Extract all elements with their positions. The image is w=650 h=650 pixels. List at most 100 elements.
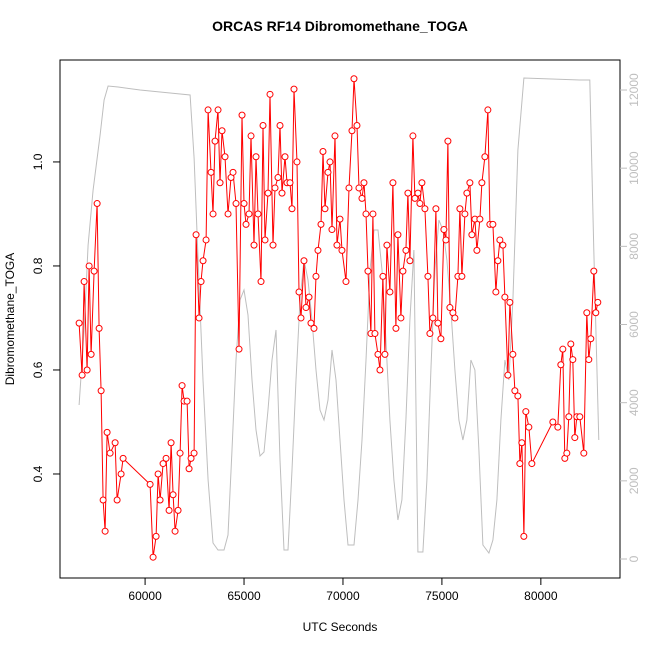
data-point: [434, 319, 442, 327]
data-point: [247, 132, 255, 140]
data-point: [494, 257, 502, 265]
data-point: [418, 179, 426, 187]
data-point: [185, 465, 193, 473]
data-point: [87, 350, 95, 358]
data-point: [162, 454, 170, 462]
data-point: [286, 179, 294, 187]
data-point: [288, 205, 296, 213]
x-tick-label: 60000: [128, 589, 162, 603]
data-point: [392, 324, 400, 332]
data-point: [432, 205, 440, 213]
y2-tick-label: 6000: [627, 311, 641, 338]
data-point: [458, 272, 466, 280]
altitude-line: [78, 77, 600, 555]
data-point: [336, 215, 344, 223]
data-point: [146, 480, 154, 488]
data-point: [190, 449, 198, 457]
data-point: [364, 267, 372, 275]
data-point: [238, 111, 246, 119]
x-tick-label: 80000: [524, 589, 558, 603]
data-point: [489, 220, 497, 228]
data-point: [209, 210, 217, 218]
y-tick-label: 0.6: [31, 361, 45, 378]
data-point: [278, 189, 286, 197]
data-point: [199, 257, 207, 265]
data-point: [383, 241, 391, 249]
data-point: [429, 314, 437, 322]
data-point: [295, 288, 303, 296]
data-point: [481, 153, 489, 161]
data-point: [152, 532, 160, 540]
data-point: [183, 397, 191, 405]
data-point: [379, 272, 387, 280]
data-point: [307, 319, 315, 327]
data-point: [101, 527, 109, 535]
data-point: [468, 231, 476, 239]
data-point: [324, 168, 332, 176]
data-point: [99, 496, 107, 504]
data-point: [473, 246, 481, 254]
data-point: [525, 423, 533, 431]
data-point: [240, 200, 248, 208]
data-point: [583, 309, 591, 317]
data-point: [463, 189, 471, 197]
data-point: [113, 496, 121, 504]
data-point: [397, 314, 405, 322]
data-point: [274, 174, 282, 182]
data-point: [563, 449, 571, 457]
data-point: [266, 90, 274, 98]
data-point: [257, 278, 265, 286]
data-point: [402, 246, 410, 254]
data-point: [559, 345, 567, 353]
data-point: [506, 298, 514, 306]
data-point: [232, 200, 240, 208]
data-point: [333, 241, 341, 249]
y2-tick-label: 12000: [627, 73, 641, 107]
data-point: [297, 314, 305, 322]
y-tick-label: 0.4: [31, 465, 45, 482]
data-point: [451, 314, 459, 322]
data-point: [381, 350, 389, 358]
data-point: [416, 200, 424, 208]
data-point: [571, 434, 579, 442]
data-point: [195, 314, 203, 322]
data-point: [424, 272, 432, 280]
data-point: [426, 330, 434, 338]
data-point: [376, 366, 384, 374]
data-point: [314, 246, 322, 254]
data-point: [310, 324, 318, 332]
data-point: [207, 168, 215, 176]
data-point: [456, 205, 464, 213]
data-point: [235, 345, 243, 353]
data-point: [554, 423, 562, 431]
data-point: [290, 85, 298, 93]
data-point: [590, 267, 598, 275]
data-point: [466, 179, 474, 187]
data-point: [202, 236, 210, 244]
data-point: [499, 241, 507, 249]
data-point: [404, 189, 412, 197]
data-point: [169, 491, 177, 499]
data-point: [386, 288, 394, 296]
data-point: [326, 158, 334, 166]
data-point: [569, 356, 577, 364]
plot-frame: [59, 59, 621, 579]
data-point: [317, 220, 325, 228]
data-point: [360, 179, 368, 187]
data-point: [520, 532, 528, 540]
data-point: [97, 387, 105, 395]
data-point: [345, 184, 353, 192]
data-point: [522, 408, 530, 416]
data-point: [342, 278, 350, 286]
data-point: [149, 553, 157, 561]
data-point: [362, 210, 370, 218]
data-point: [252, 153, 260, 161]
x-tick-label: 70000: [326, 589, 360, 603]
data-point: [328, 226, 336, 234]
y2-tick-label: 2000: [627, 467, 641, 494]
data-point: [276, 122, 284, 130]
chart-title: ORCAS RF14 Dibromomethane_TOGA: [212, 18, 468, 34]
data-point: [204, 106, 212, 114]
x-tick-label: 65000: [227, 589, 261, 603]
